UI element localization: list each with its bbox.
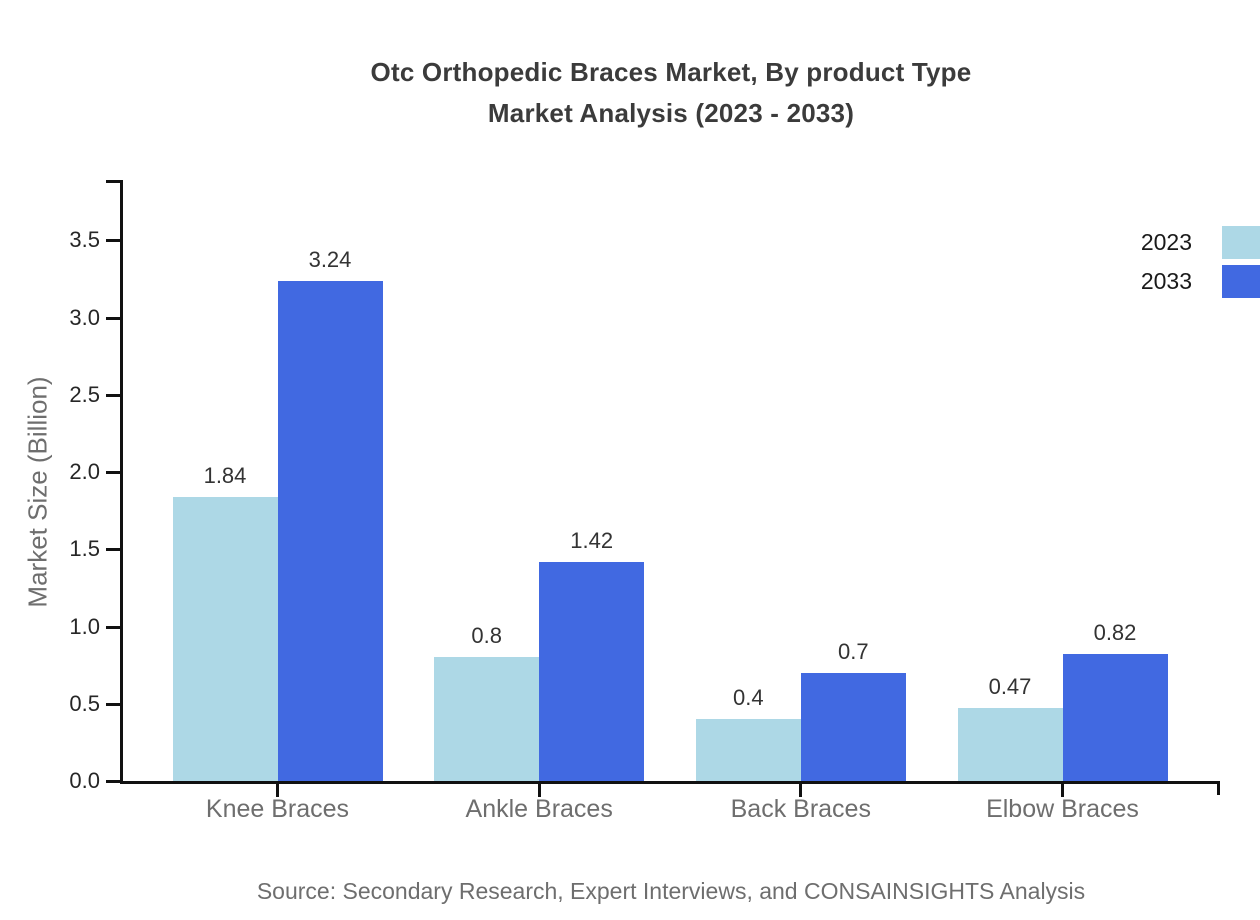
y-axis-top-cap	[106, 180, 123, 183]
bar-value-label: 0.7	[838, 639, 869, 664]
bar-value-label: 3.24	[308, 247, 352, 272]
x-tick-mark	[799, 784, 803, 797]
legend-swatch-2033	[1222, 265, 1260, 298]
y-tick-mark	[106, 239, 120, 243]
bar-value-label: 0.47	[988, 674, 1032, 699]
bar-2023-knee-braces	[172, 497, 278, 781]
chart-title-line1: Otc Orthopedic Braces Market, By product…	[370, 57, 972, 87]
bar-value-label: 1.42	[570, 528, 614, 553]
y-tick-label: 1.5	[69, 536, 100, 562]
bar-2023-elbow-braces	[957, 708, 1063, 781]
x-category-label: Knee Braces	[205, 795, 350, 823]
y-tick-label: 0.5	[69, 690, 100, 716]
y-tick-mark	[106, 393, 120, 397]
y-tick-label: 3.5	[69, 227, 100, 253]
bar-2033-knee-braces	[277, 281, 383, 781]
bar-2023-ankle-braces	[434, 657, 540, 781]
bar-value-label: 0.4	[733, 685, 764, 710]
y-tick-mark	[106, 625, 120, 629]
x-category-label: Elbow Braces	[986, 795, 1139, 823]
legend-label-2033: 2033	[1140, 268, 1192, 294]
source-note: Source: Secondary Research, Expert Inter…	[256, 878, 1086, 904]
y-tick-label: 2.0	[69, 459, 100, 485]
bar-2033-elbow-braces	[1062, 654, 1168, 781]
y-tick-mark	[106, 548, 120, 552]
bar-value-label: 0.82	[1093, 620, 1137, 645]
y-tick-label: 0.0	[69, 768, 100, 793]
x-category-label: Back Braces	[730, 795, 871, 823]
x-tick-mark	[1061, 784, 1064, 797]
legend-swatch-2023	[1222, 226, 1260, 259]
bar-2023-back-braces	[695, 719, 801, 781]
y-tick-label: 3.0	[69, 304, 100, 330]
y-tick-mark	[106, 316, 120, 320]
bar-value-label: 0.8	[471, 623, 502, 648]
bar-2033-ankle-braces	[539, 562, 645, 781]
x-tick-mark	[537, 784, 541, 797]
y-tick-label: 1.0	[69, 613, 100, 639]
y-tick-mark	[106, 780, 120, 783]
x-category-label: Ankle Braces	[465, 795, 613, 823]
bar-2033-back-braces	[800, 673, 906, 781]
y-tick-mark	[106, 702, 120, 706]
legend-label-2023: 2023	[1140, 229, 1192, 255]
y-tick-mark	[106, 471, 120, 475]
x-tick-mark	[276, 784, 279, 797]
y-axis-line	[120, 180, 123, 784]
x-axis-right-cap	[1217, 781, 1220, 795]
x-axis-line	[120, 781, 1220, 784]
chart-title: Otc Orthopedic Braces Market, By product…	[122, 52, 1220, 134]
bar-value-label: 1.84	[203, 463, 247, 488]
y-tick-label: 2.5	[69, 381, 100, 407]
chart-title-line2: Market Analysis (2023 - 2033)	[487, 98, 855, 128]
